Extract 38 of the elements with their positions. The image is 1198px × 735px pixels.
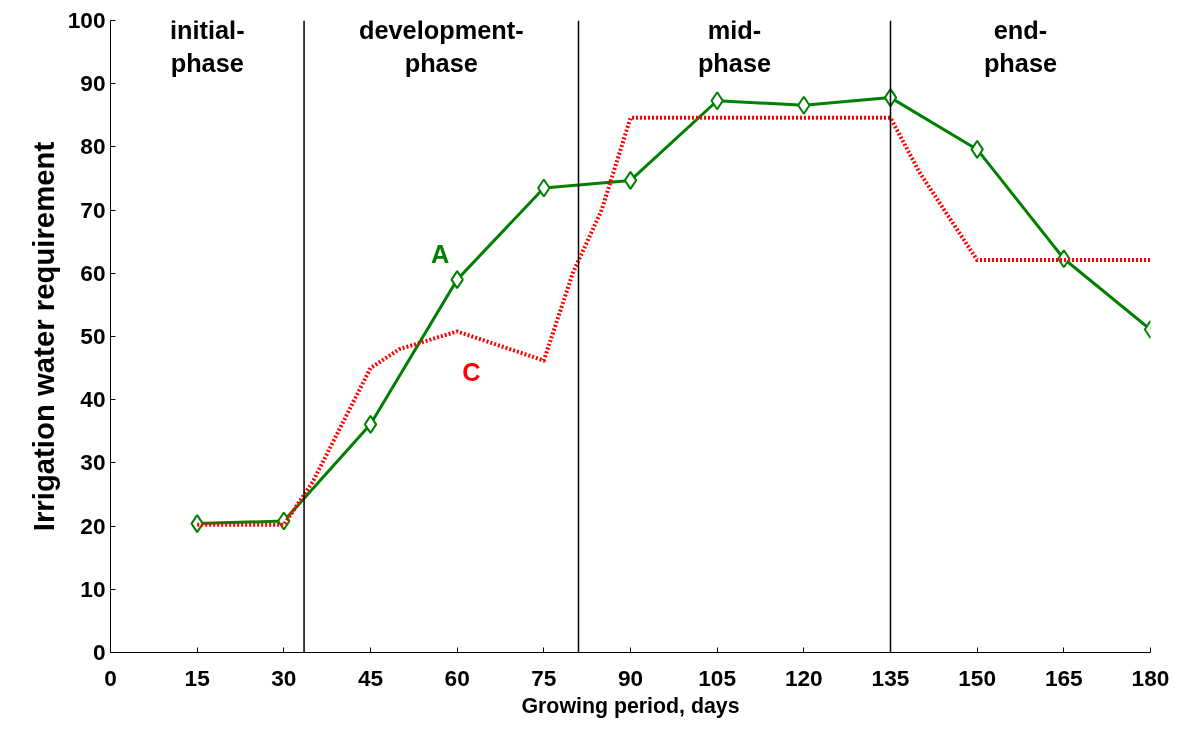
y-tick-label: 30 (80, 449, 106, 476)
x-tick-label: 150 (958, 664, 997, 691)
x-tick-label: 30 (271, 664, 297, 691)
point (970, 139, 984, 159)
x-tick-label: 165 (1044, 664, 1083, 691)
y-tick-label: 40 (80, 386, 106, 413)
x-axis-title: Growing period, days (521, 693, 740, 718)
y-axis-title: Irrigation water requirement (26, 141, 60, 532)
annotation: development- phase (358, 15, 524, 78)
annotation: end- phase (983, 15, 1058, 78)
y-tick-label: 60 (80, 259, 106, 286)
point (537, 178, 551, 198)
y-tick-label: 0 (92, 639, 106, 665)
y-tick-label: 70 (80, 196, 106, 223)
annotation: initial- phase (169, 15, 245, 78)
y-tick-label: 10 (80, 575, 106, 602)
x-tick-label: 75 (531, 664, 557, 691)
x-tick-label: 105 (698, 664, 737, 691)
series-label: A (430, 239, 450, 268)
y-tick-label: 80 (80, 133, 106, 160)
y-tick-label: 90 (80, 70, 106, 97)
x-tick-label: 60 (444, 664, 470, 691)
annotation: mid- phase (697, 15, 772, 78)
point (797, 95, 811, 115)
point (450, 270, 464, 290)
y-tick-label: 50 (80, 323, 106, 349)
point (710, 91, 724, 111)
y-tick-label: 100 (67, 7, 106, 33)
x-tick-label: 45 (357, 664, 384, 691)
point (363, 414, 378, 434)
x-tick-label: 15 (184, 664, 210, 691)
series-label: C (462, 358, 481, 387)
y-tick-label: 20 (80, 512, 106, 539)
x-tick-label: 135 (871, 664, 910, 691)
x-tick-label: 90 (617, 664, 644, 691)
point (623, 170, 638, 190)
x-tick-label: 120 (784, 664, 823, 691)
x-tick-label: 180 (1131, 664, 1170, 691)
